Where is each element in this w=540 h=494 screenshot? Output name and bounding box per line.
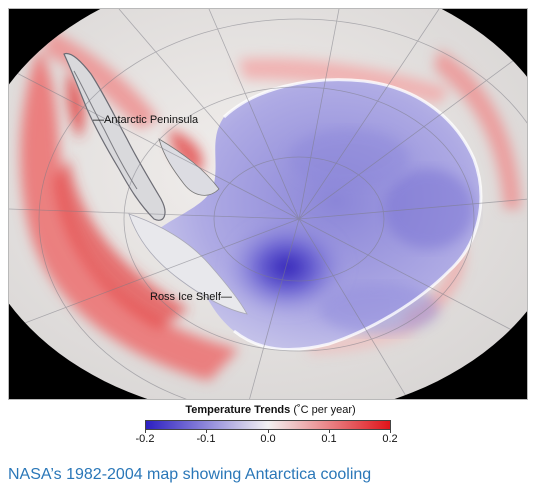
- label-ross-ice-shelf: Ross Ice Shelf—: [150, 291, 232, 303]
- legend-tick-label: -0.2: [135, 433, 155, 445]
- legend-tick-label: 0.0: [260, 433, 276, 445]
- legend-tick: [145, 430, 146, 433]
- graticule: [9, 9, 527, 399]
- legend-color-ramp: [145, 420, 391, 430]
- legend-unit: (˚C per year): [293, 404, 356, 416]
- antarctica-continent: [159, 78, 483, 352]
- legend-title-row: Temperature Trends (˚C per year): [143, 404, 398, 416]
- map-caption: NASA’s 1982-2004 map showing Antarctica …: [8, 466, 372, 483]
- temperature-legend: Temperature Trends (˚C per year) -0.2 -0…: [136, 400, 398, 450]
- legend-tick-label: 0.2: [382, 433, 398, 445]
- ellsworth-land: [158, 138, 220, 196]
- legend-tick-label: 0.1: [321, 433, 337, 445]
- legend-tick-label: -0.1: [196, 433, 216, 445]
- ross-ice-shelf: [128, 213, 248, 315]
- legend-title: Temperature Trends: [185, 404, 291, 416]
- legend-tick: [268, 430, 269, 433]
- antarctica-temperature-map: —Antarctic Peninsula Ross Ice Shelf—: [8, 8, 528, 400]
- legend-tick: [390, 430, 391, 433]
- map-svg: —Antarctic Peninsula Ross Ice Shelf—: [9, 9, 527, 399]
- antarctic-peninsula: [63, 52, 166, 221]
- legend-tick: [329, 430, 330, 433]
- label-antarctic-peninsula: —Antarctic Peninsula: [93, 114, 199, 126]
- legend-tick: [206, 430, 207, 433]
